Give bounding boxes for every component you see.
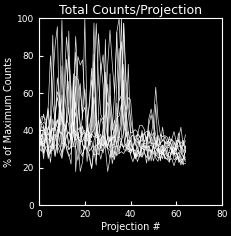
X-axis label: Projection #: Projection # [100,222,160,232]
Y-axis label: % of Maximum Counts: % of Maximum Counts [4,57,14,167]
Title: Total Counts/Projection: Total Counts/Projection [59,4,201,17]
